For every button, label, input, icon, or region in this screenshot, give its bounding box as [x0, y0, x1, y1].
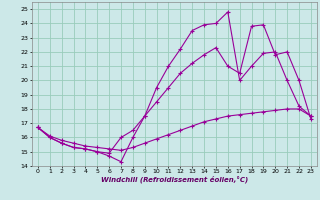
X-axis label: Windchill (Refroidissement éolien,°C): Windchill (Refroidissement éolien,°C): [101, 176, 248, 183]
